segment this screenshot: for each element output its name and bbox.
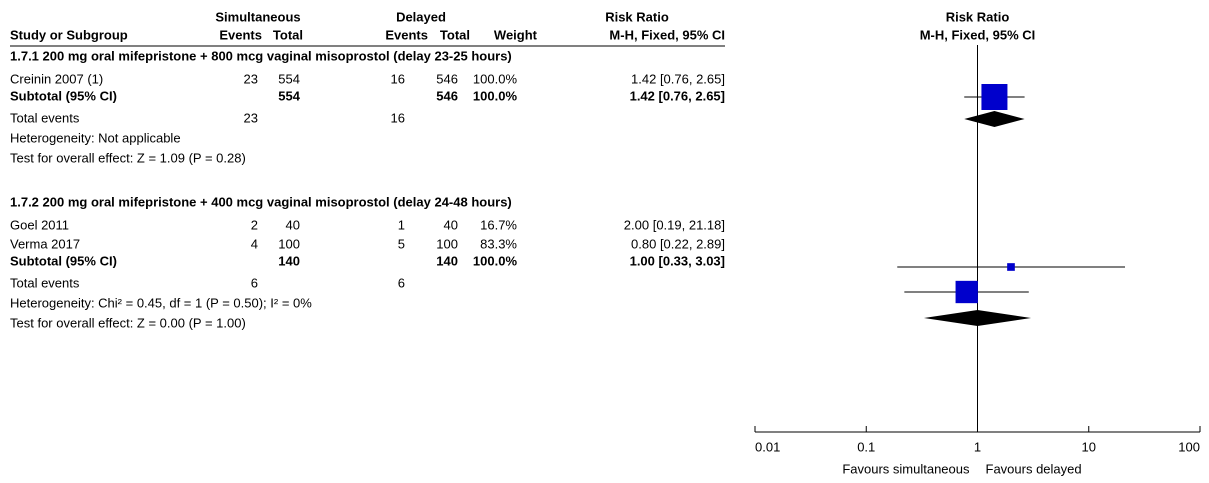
group-header: Risk Ratio xyxy=(605,9,669,24)
group-header: Delayed xyxy=(396,9,446,24)
subtotal-diamond xyxy=(964,111,1025,127)
overall-effect: Test for overall effect: Z = 0.00 (P = 1… xyxy=(10,315,246,330)
x-tick-label: 1 xyxy=(974,439,981,454)
plot-subtitle: M-H, Fixed, 95% CI xyxy=(920,27,1036,42)
x-tick-label: 100 xyxy=(1178,439,1200,454)
study-cell: 16 xyxy=(391,71,405,86)
group-header: Simultaneous xyxy=(215,9,300,24)
column-header: Events xyxy=(385,27,428,42)
overall-effect: Test for overall effect: Z = 1.09 (P = 0… xyxy=(10,150,246,165)
study-square xyxy=(955,280,978,304)
subtotal-cell: 554 xyxy=(278,88,300,103)
study-cell: 546 xyxy=(436,71,458,86)
study-cell: 0.80 [0.22, 2.89] xyxy=(631,236,725,251)
study-cell: 2.00 [0.19, 21.18] xyxy=(624,217,725,232)
study-cell: 4 xyxy=(251,236,258,251)
subtotal-cell: 1.00 [0.33, 3.03] xyxy=(630,253,725,268)
subtotal-cell: 1.42 [0.76, 2.65] xyxy=(630,88,725,103)
column-header: M-H, Fixed, 95% CI xyxy=(609,27,725,42)
total-events-cell: 23 xyxy=(244,110,258,125)
subtotal-diamond xyxy=(923,310,1032,326)
x-label-right: Favours delayed xyxy=(986,461,1082,476)
subtotal-cell: 546 xyxy=(436,88,458,103)
study-cell: 40 xyxy=(286,217,300,232)
column-header: Total xyxy=(273,27,303,42)
total-events-cell: Total events xyxy=(10,110,80,125)
study-cell: 40 xyxy=(444,217,458,232)
study-cell: 100 xyxy=(436,236,458,251)
subtotal-cell: Subtotal (95% CI) xyxy=(10,88,117,103)
section-title: 1.7.2 200 mg oral mifepristone + 400 mcg… xyxy=(10,194,512,209)
column-header: Study or Subgroup xyxy=(10,27,128,42)
study-cell: 100.0% xyxy=(473,71,518,86)
subtotal-cell: 100.0% xyxy=(473,253,518,268)
x-tick-label: 10 xyxy=(1082,439,1096,454)
study-cell: 1.42 [0.76, 2.65] xyxy=(631,71,725,86)
subtotal-cell: Subtotal (95% CI) xyxy=(10,253,117,268)
study-cell: Goel 2011 xyxy=(10,217,69,232)
total-events-cell: 6 xyxy=(398,275,405,290)
study-cell: 2 xyxy=(251,217,258,232)
study-cell: 5 xyxy=(398,236,405,251)
subtotal-cell: 140 xyxy=(278,253,300,268)
x-label-left: Favours simultaneous xyxy=(842,461,970,476)
study-cell: 1 xyxy=(398,217,405,232)
study-square xyxy=(981,84,1008,110)
total-events-cell: 16 xyxy=(391,110,405,125)
column-header: Total xyxy=(440,27,470,42)
study-cell: Creinin 2007 (1) xyxy=(10,71,103,86)
total-events-cell: Total events xyxy=(10,275,80,290)
heterogeneity: Heterogeneity: Not applicable xyxy=(10,130,181,145)
study-cell: Verma 2017 xyxy=(10,236,80,251)
heterogeneity: Heterogeneity: Chi² = 0.45, df = 1 (P = … xyxy=(10,295,312,310)
section-title: 1.7.1 200 mg oral mifepristone + 800 mcg… xyxy=(10,48,512,63)
study-square xyxy=(1007,263,1015,271)
plot-title: Risk Ratio xyxy=(946,9,1010,24)
total-events-cell: 6 xyxy=(251,275,258,290)
study-cell: 16.7% xyxy=(480,217,517,232)
study-cell: 83.3% xyxy=(480,236,517,251)
study-cell: 100 xyxy=(278,236,300,251)
column-header: Weight xyxy=(494,27,538,42)
study-cell: 554 xyxy=(278,71,300,86)
x-tick-label: 0.1 xyxy=(857,439,875,454)
study-cell: 23 xyxy=(244,71,258,86)
subtotal-cell: 100.0% xyxy=(473,88,518,103)
subtotal-cell: 140 xyxy=(436,253,458,268)
column-header: Events xyxy=(219,27,262,42)
x-tick-label: 0.01 xyxy=(755,439,780,454)
